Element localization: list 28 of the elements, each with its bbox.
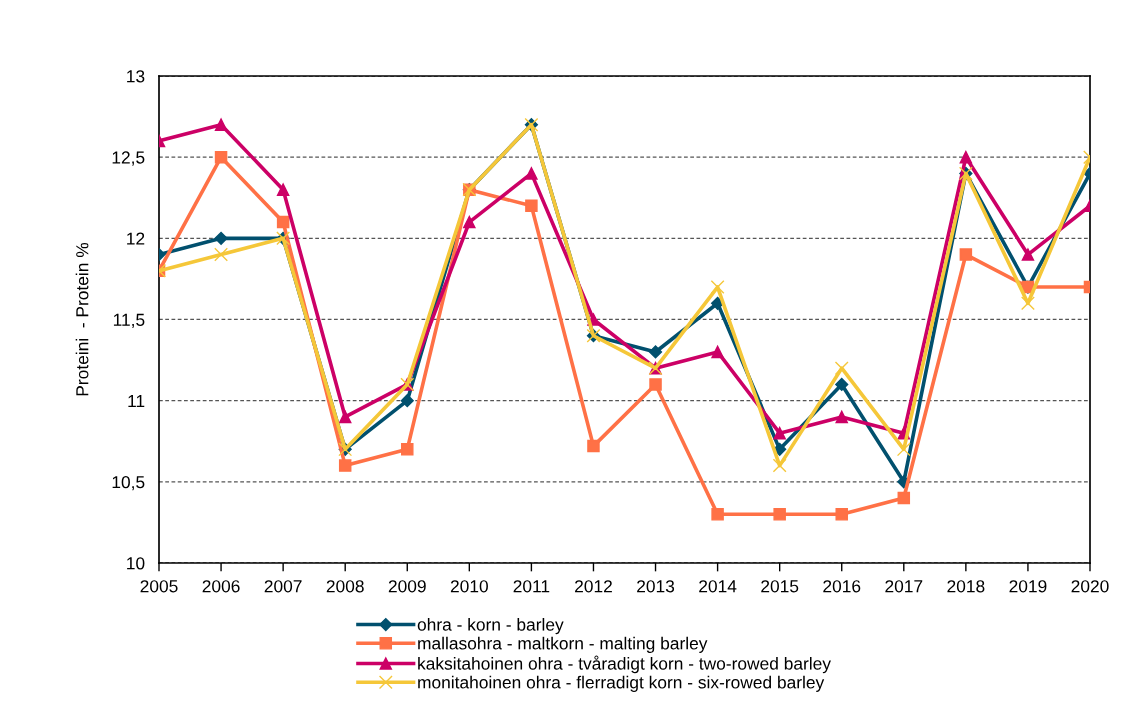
legend-label: mallasohra - maltkorn - malting barley (418, 636, 708, 653)
x-tick-label: 2005 (140, 580, 178, 593)
y-tick-label: 11 (128, 395, 145, 407)
x-tick-label: 2017 (885, 580, 923, 593)
x-tick-label: 2006 (202, 580, 240, 593)
x-tick-label: 2007 (264, 580, 302, 593)
x-tick-label: 2011 (513, 580, 550, 593)
x-tick-label: 2012 (575, 580, 612, 593)
x-tick-label: 2008 (326, 580, 364, 593)
x-tick-label: 2018 (947, 580, 985, 593)
x-tick-label: 2020 (1071, 580, 1109, 593)
y-tick-label: 11,5 (113, 313, 145, 329)
y-tick-label: 10,5 (112, 476, 145, 491)
y-tick-label: 10 (127, 557, 145, 570)
y-axis-title: Proteini - Protein % (75, 242, 89, 396)
y-tick-label: 12 (127, 232, 145, 245)
legend-label: monitahoinen ohra - flerradigt korn - six-rowed barley (418, 675, 825, 692)
x-tick-label: 2009 (388, 580, 426, 593)
x-tick-label: 2016 (823, 580, 861, 593)
x-tick-label: 2014 (699, 580, 737, 593)
legend-label: kaksitahoinen ohra - tvåradigt korn - two-rowed barley (418, 655, 831, 674)
legend-label: ohra - korn - barley (417, 618, 564, 635)
x-tick-label: 2010 (450, 580, 488, 593)
x-tick-label: 2013 (637, 580, 675, 593)
x-tick-label: 2019 (1009, 580, 1047, 593)
y-tick-label: 13 (127, 70, 145, 83)
x-tick-label: 2015 (761, 580, 799, 593)
y-tick-label: 12,5 (112, 151, 145, 166)
